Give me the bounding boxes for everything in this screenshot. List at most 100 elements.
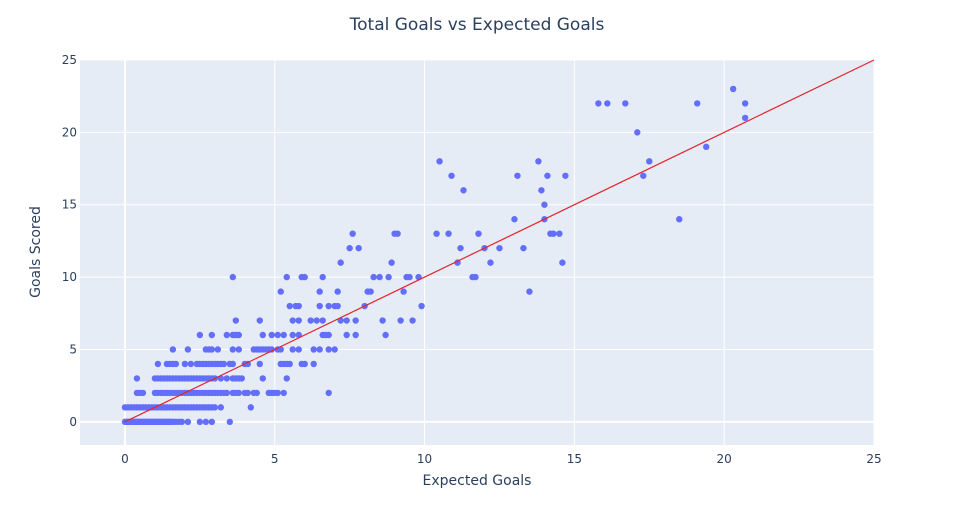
x-tick-label: 15 [567, 452, 582, 466]
data-point [433, 230, 439, 236]
data-point [742, 100, 748, 106]
data-point [275, 390, 281, 396]
data-point [311, 361, 317, 367]
y-axis-label: Goals Scored [28, 206, 44, 298]
data-point [290, 346, 296, 352]
data-point [475, 230, 481, 236]
data-point [227, 419, 233, 425]
data-point [562, 173, 568, 179]
data-point [278, 288, 284, 294]
data-point [224, 332, 230, 338]
data-point [331, 346, 337, 352]
y-tick-label: 15 [62, 198, 77, 212]
data-point [224, 390, 230, 396]
data-point [173, 361, 179, 367]
data-point [352, 332, 358, 338]
data-point [676, 216, 682, 222]
data-point [296, 317, 302, 323]
data-point [224, 375, 230, 381]
x-tick-label: 20 [717, 452, 732, 466]
data-point [319, 274, 325, 280]
data-point [236, 346, 242, 352]
data-point [514, 173, 520, 179]
data-point [445, 230, 451, 236]
x-tick-label: 25 [866, 452, 881, 466]
data-point [203, 419, 209, 425]
data-point [397, 317, 403, 323]
data-point [367, 288, 373, 294]
data-point [221, 361, 227, 367]
data-point [275, 332, 281, 338]
data-point [370, 274, 376, 280]
data-point [409, 317, 415, 323]
data-point [314, 317, 320, 323]
data-point [634, 129, 640, 135]
data-point [230, 274, 236, 280]
data-point [472, 274, 478, 280]
data-point [538, 187, 544, 193]
data-point [248, 404, 254, 410]
data-point [352, 317, 358, 323]
data-point [296, 346, 302, 352]
data-point [284, 375, 290, 381]
chart-title: Total Goals vs Expected Goals [349, 15, 605, 35]
data-point [179, 419, 185, 425]
data-point [325, 346, 331, 352]
data-point [245, 390, 251, 396]
y-tick-label: 5 [69, 342, 77, 356]
data-point [541, 202, 547, 208]
data-point [260, 332, 266, 338]
data-point [337, 259, 343, 265]
data-point [218, 404, 224, 410]
data-point [302, 274, 308, 280]
data-point [269, 332, 275, 338]
data-point [134, 375, 140, 381]
data-point [325, 390, 331, 396]
data-point [376, 274, 382, 280]
data-point [343, 317, 349, 323]
data-point [287, 303, 293, 309]
data-point [550, 230, 556, 236]
data-point [496, 245, 502, 251]
data-point [281, 390, 287, 396]
data-point [646, 158, 652, 164]
data-point [197, 332, 203, 338]
data-point [703, 144, 709, 150]
data-point [388, 259, 394, 265]
data-point [155, 361, 161, 367]
data-point [334, 288, 340, 294]
x-tick-label: 0 [121, 452, 129, 466]
data-point [182, 361, 188, 367]
y-tick-label: 10 [62, 270, 77, 284]
data-point [556, 230, 562, 236]
data-point [457, 245, 463, 251]
data-point [209, 332, 215, 338]
data-point [325, 332, 331, 338]
data-point [742, 115, 748, 121]
data-point [212, 404, 218, 410]
data-point [382, 332, 388, 338]
data-point [385, 274, 391, 280]
x-tick-label: 10 [417, 452, 432, 466]
data-point [281, 332, 287, 338]
data-point [185, 346, 191, 352]
data-point [188, 361, 194, 367]
data-point [487, 259, 493, 265]
x-axis-label: Expected Goals [423, 473, 532, 489]
data-point [287, 361, 293, 367]
data-point [400, 288, 406, 294]
data-point [640, 173, 646, 179]
data-point [284, 274, 290, 280]
data-point [334, 303, 340, 309]
data-point [349, 230, 355, 236]
data-point [730, 86, 736, 92]
data-point [236, 332, 242, 338]
data-point [520, 245, 526, 251]
data-point [694, 100, 700, 106]
data-point [355, 245, 361, 251]
data-point [140, 390, 146, 396]
data-point [230, 361, 236, 367]
data-point [197, 419, 203, 425]
data-point [254, 390, 260, 396]
